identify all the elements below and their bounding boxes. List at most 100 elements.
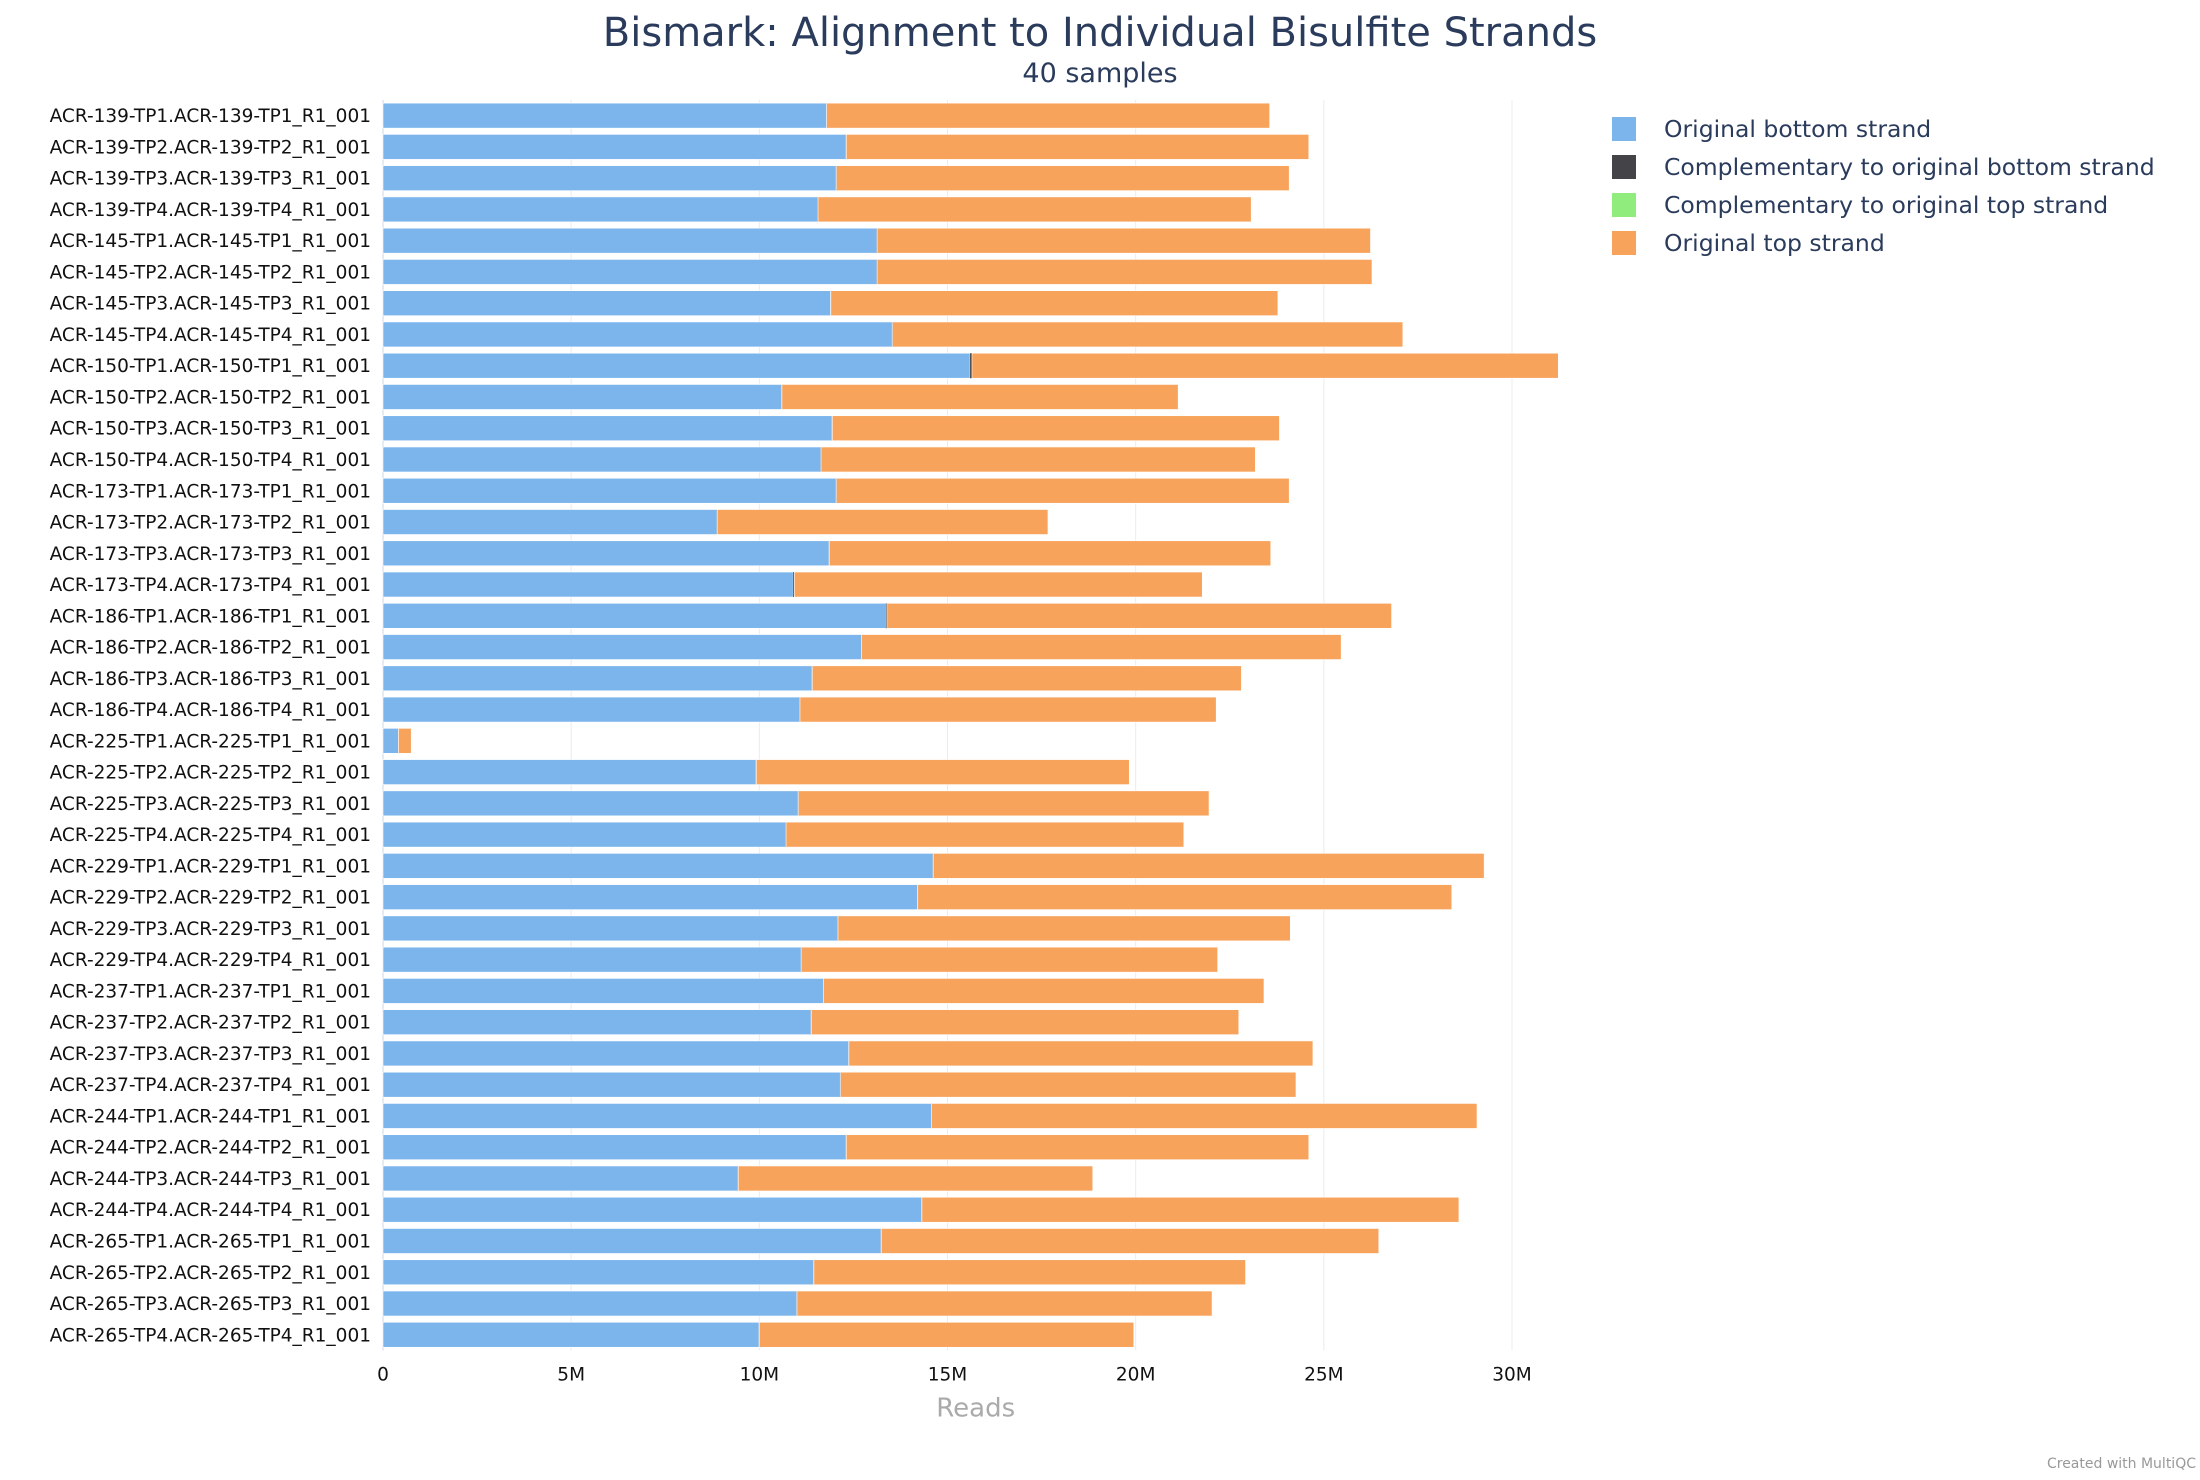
category-label: ACR-173-TP4.ACR-173-TP4_R1_001 bbox=[50, 575, 371, 596]
category-label: ACR-237-TP1.ACR-237-TP1_R1_001 bbox=[50, 981, 371, 1002]
bar-segment bbox=[840, 1071, 1297, 1098]
bar-segment bbox=[382, 1290, 797, 1317]
x-tick-label: 25M bbox=[1304, 1364, 1344, 1385]
category-label: ACR-139-TP4.ACR-139-TP4_R1_001 bbox=[50, 200, 371, 221]
bar-segment bbox=[382, 227, 878, 254]
bar-segment bbox=[836, 477, 1290, 504]
bar-segment bbox=[836, 165, 1290, 191]
bar-segment bbox=[382, 1228, 882, 1254]
x-tick-label: 5M bbox=[557, 1364, 585, 1385]
bar-segment bbox=[861, 634, 1342, 660]
bar-segment bbox=[793, 572, 795, 598]
category-label: ACR-186-TP4.ACR-186-TP4_R1_001 bbox=[50, 700, 371, 721]
bar-segment bbox=[921, 1196, 1460, 1223]
bar-segment bbox=[382, 1103, 932, 1129]
bar-segment bbox=[382, 415, 833, 442]
bar-segment bbox=[398, 728, 412, 754]
x-tick-label: 10M bbox=[740, 1364, 780, 1385]
category-label: ACR-225-TP2.ACR-225-TP2_R1_001 bbox=[50, 763, 371, 784]
x-tick-label: 20M bbox=[1116, 1364, 1156, 1385]
category-label: ACR-173-TP3.ACR-173-TP3_R1_001 bbox=[50, 544, 371, 565]
bar-segment bbox=[876, 259, 1373, 285]
category-label: ACR-229-TP3.ACR-229-TP3_R1_001 bbox=[50, 919, 371, 940]
bar-segment bbox=[382, 352, 971, 379]
bar-segment bbox=[382, 1196, 922, 1223]
legend-swatch bbox=[1612, 117, 1636, 141]
bar-segment bbox=[820, 446, 1256, 473]
category-label: ACR-265-TP1.ACR-265-TP1_R1_001 bbox=[50, 1231, 371, 1252]
bar-segment bbox=[382, 477, 837, 504]
bar-segment bbox=[382, 1321, 760, 1348]
category-label: ACR-145-TP3.ACR-145-TP3_R1_001 bbox=[50, 294, 371, 315]
bar-segment bbox=[382, 196, 818, 223]
category-label: ACR-145-TP1.ACR-145-TP1_R1_001 bbox=[50, 231, 371, 252]
bar-segment bbox=[817, 196, 1252, 223]
bar-segment bbox=[382, 634, 862, 660]
category-label: ACR-186-TP3.ACR-186-TP3_R1_001 bbox=[50, 669, 371, 690]
bar-segment bbox=[382, 696, 800, 723]
legend-label: Complementary to original bottom strand bbox=[1664, 153, 2155, 181]
bar-segment bbox=[845, 134, 1310, 160]
bar-segment bbox=[799, 696, 1217, 723]
bar-segment bbox=[798, 790, 1210, 817]
bar-segment bbox=[382, 728, 399, 754]
bar-segment bbox=[382, 1040, 849, 1067]
bar-segment bbox=[382, 290, 831, 316]
category-label: ACR-145-TP2.ACR-145-TP2_R1_001 bbox=[50, 262, 371, 283]
bar-segment bbox=[810, 1009, 1240, 1035]
category-label: ACR-265-TP2.ACR-265-TP2_R1_001 bbox=[50, 1263, 371, 1284]
bar-segment bbox=[880, 1228, 1380, 1254]
category-label: ACR-244-TP4.ACR-244-TP4_R1_001 bbox=[50, 1200, 371, 1221]
bar-segment bbox=[971, 352, 1559, 379]
bar-segment bbox=[796, 1290, 1213, 1317]
bar-segment bbox=[845, 1134, 1310, 1161]
bar-segment bbox=[832, 415, 1280, 442]
bar-segment bbox=[794, 571, 1203, 598]
bar-segment bbox=[382, 321, 893, 348]
legend-swatch bbox=[1612, 193, 1636, 217]
bar-segment bbox=[848, 1040, 1314, 1067]
bar-segment bbox=[813, 1259, 1246, 1286]
bar-segment bbox=[876, 227, 1371, 254]
bar-segment bbox=[382, 978, 824, 1004]
bar-segment bbox=[823, 978, 1265, 1004]
category-label: ACR-173-TP1.ACR-173-TP1_R1_001 bbox=[50, 481, 371, 502]
category-label: ACR-186-TP1.ACR-186-TP1_R1_001 bbox=[50, 606, 371, 627]
bar-segment bbox=[382, 571, 794, 598]
category-label: ACR-186-TP2.ACR-186-TP2_R1_001 bbox=[50, 638, 371, 659]
bar-segment bbox=[382, 446, 821, 473]
category-label: ACR-225-TP4.ACR-225-TP4_R1_001 bbox=[50, 825, 371, 846]
legend-label: Complementary to original top strand bbox=[1664, 191, 2108, 219]
category-label: ACR-229-TP4.ACR-229-TP4_R1_001 bbox=[50, 950, 371, 971]
bar-segment bbox=[382, 509, 718, 535]
category-label: ACR-150-TP3.ACR-150-TP3_R1_001 bbox=[50, 419, 371, 440]
bar-segment bbox=[826, 102, 1270, 129]
bar-segment bbox=[892, 321, 1404, 348]
legend-label: Original bottom strand bbox=[1664, 115, 1931, 143]
category-label: ACR-265-TP3.ACR-265-TP3_R1_001 bbox=[50, 1294, 371, 1315]
bar-segment bbox=[382, 759, 757, 785]
bar-segment bbox=[382, 1259, 814, 1286]
bar-segment bbox=[382, 946, 802, 973]
category-label: ACR-173-TP2.ACR-173-TP2_R1_001 bbox=[50, 513, 371, 534]
bar-segment bbox=[931, 1103, 1478, 1129]
category-label: ACR-145-TP4.ACR-145-TP4_R1_001 bbox=[50, 325, 371, 346]
bar-segment bbox=[382, 915, 838, 942]
bar-segment bbox=[801, 946, 1219, 973]
bar-segment bbox=[382, 790, 799, 817]
x-tick-label: 0 bbox=[377, 1364, 389, 1385]
bar-segment bbox=[382, 853, 934, 879]
legend-swatch bbox=[1612, 155, 1636, 179]
bar-segment bbox=[382, 602, 887, 629]
bar-segment bbox=[885, 603, 887, 629]
category-label: ACR-229-TP2.ACR-229-TP2_R1_001 bbox=[50, 888, 371, 909]
bar-segment bbox=[382, 1071, 841, 1098]
bar-segment bbox=[382, 540, 830, 567]
category-label: ACR-244-TP1.ACR-244-TP1_R1_001 bbox=[50, 1106, 371, 1127]
category-label: ACR-139-TP1.ACR-139-TP1_R1_001 bbox=[50, 106, 371, 127]
bar-segment bbox=[917, 884, 1453, 910]
category-label: ACR-265-TP4.ACR-265-TP4_R1_001 bbox=[50, 1325, 371, 1346]
category-label: ACR-237-TP4.ACR-237-TP4_R1_001 bbox=[50, 1075, 371, 1096]
x-axis-label: Reads bbox=[936, 1393, 1015, 1423]
